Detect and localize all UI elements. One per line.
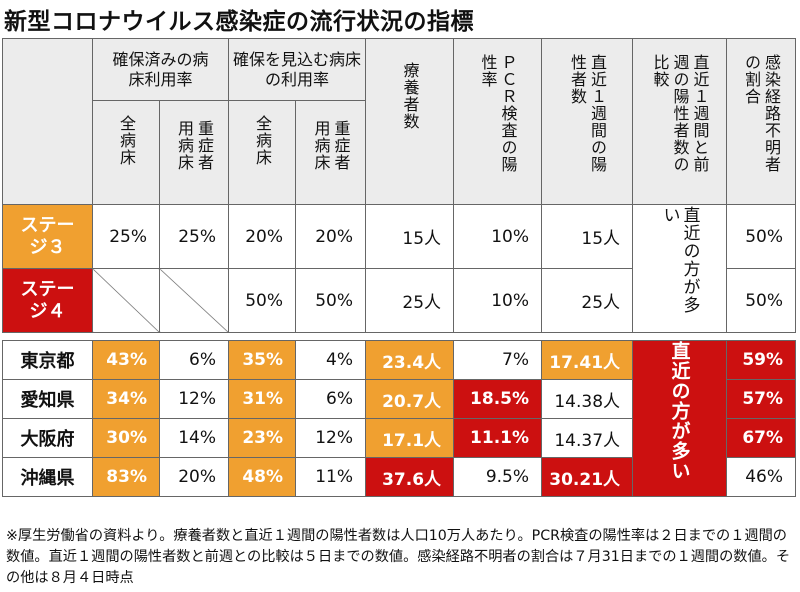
pref-name: 大阪府 [2,418,93,458]
pref-cell: 31% [228,379,297,419]
pref-cell: 4% [295,340,367,380]
pref-cell: 57% [726,379,797,419]
stage-4-cell: 10% [453,268,543,333]
pref-name: 沖縄県 [2,457,93,497]
stage-3-cell: 25% [92,204,160,269]
pref-name: 東京都 [2,340,93,380]
pref-name: 愛知県 [2,379,93,419]
header-planned-beds: 確保を見込む病床の利用率 [228,38,367,101]
header-recent: 直近１週間の陽性者数 [541,38,634,205]
pref-cell: 20% [158,457,230,497]
header-unknown: 感染経路不明者の割合 [726,38,797,205]
pref-cell: 59% [726,340,797,380]
pref-cell: 30% [92,418,160,458]
pref-cell: 46% [726,457,797,497]
stage-4-empty-cell [92,268,160,333]
stage-3-row: ステージ３ 25% 25% 20% 20% 15人 10% 15人 直近の方が多… [2,204,797,333]
stage-compare-cell: 直近の方が多い [632,204,728,333]
indicator-table: 確保済みの病床利用率 確保を見込む病床の利用率 療養者数 ＰＣＲ検査の陽性率 直… [2,38,797,497]
section-gap [3,333,796,341]
stage-3-cell: 20% [295,204,367,269]
stage-4-cell: 50% [228,268,297,333]
pref-cell: 12% [158,379,230,419]
pref-cell: 35% [228,340,297,380]
header-all-beds-1: 全病床 [92,100,160,205]
pref-row-aichi: 愛知県 34% 12% 31% 6% 20.7人 18.5% 14.38人 57… [2,379,797,419]
header-compare: 直近１週間と前週の陽性者数の比較 [632,38,728,205]
stage-4-cell: 25人 [365,268,455,333]
header-severe-beds-1: 重症者用病床 [158,100,230,205]
header-severe-beds-2: 重症者用病床 [295,100,367,205]
pref-cell: 20.7人 [365,379,455,419]
pref-cell: 67% [726,418,797,458]
pref-cell: 34% [92,379,160,419]
pref-cell: 14.38人 [541,379,634,419]
pref-cell: 6% [158,340,230,380]
stage-4-row: ステージ４ 50% 50% 25人 10% 25人 50% [2,268,797,333]
header-secured-beds: 確保済みの病床利用率 [91,38,230,101]
header-pcr: ＰＣＲ検査の陽性率 [453,38,543,205]
pref-cell: 37.6人 [365,457,455,497]
stage-4-cell: 50% [726,268,797,333]
pref-row-okinawa: 沖縄県 83% 20% 48% 11% 37.6人 9.5% 30.21人 46… [2,457,797,497]
pref-cell: 18.5% [453,379,543,419]
stage-3-cell: 20% [228,204,297,269]
stage-3-cell: 50% [726,204,797,269]
stage-3-cell: 15人 [365,204,455,269]
stage-4-cell: 50% [295,268,367,333]
stage-4-cell: 25人 [541,268,634,333]
pref-cell: 17.1人 [365,418,455,458]
pref-compare-cell: 直近の方が多い [632,340,728,497]
header-ryoyo: 療養者数 [365,38,455,205]
pref-cell: 11.1% [453,418,543,458]
pref-cell: 9.5% [453,457,543,497]
pref-cell: 12% [295,418,367,458]
pref-cell: 30.21人 [541,457,634,497]
stage-3-cell: 10% [453,204,543,269]
source-note: ※厚生労働省の資料より。療養者数と直近１週間の陽性者数は人口10万人あたり。PC… [6,528,791,586]
stage-3-cell: 15人 [541,204,634,269]
stage-3-cell: 25% [158,204,230,269]
pref-cell: 48% [228,457,297,497]
header-all-beds-2: 全病床 [228,100,297,205]
pref-cell: 6% [295,379,367,419]
pref-cell: 14% [158,418,230,458]
corner-cell [2,38,93,205]
pref-cell: 11% [295,457,367,497]
pref-cell: 83% [92,457,160,497]
pref-cell: 43% [92,340,160,380]
pref-cell: 23% [228,418,297,458]
pref-row-tokyo: 東京都 43% 6% 35% 4% 23.4人 7% 17.41人 直近の方が多… [2,340,797,497]
pref-cell: 23.4人 [365,340,455,380]
stage-4-label: ステージ４ [2,268,93,333]
page-title: 新型コロナウイルス感染症の流行状況の指標 [4,9,474,35]
stage-3-label: ステージ３ [2,204,93,269]
pref-cell: 17.41人 [541,340,634,380]
pref-cell: 7% [453,340,543,380]
stage-4-empty-cell [158,268,230,333]
pref-row-osaka: 大阪府 30% 14% 23% 12% 17.1人 11.1% 14.37人 6… [2,418,797,458]
pref-cell: 14.37人 [541,418,634,458]
